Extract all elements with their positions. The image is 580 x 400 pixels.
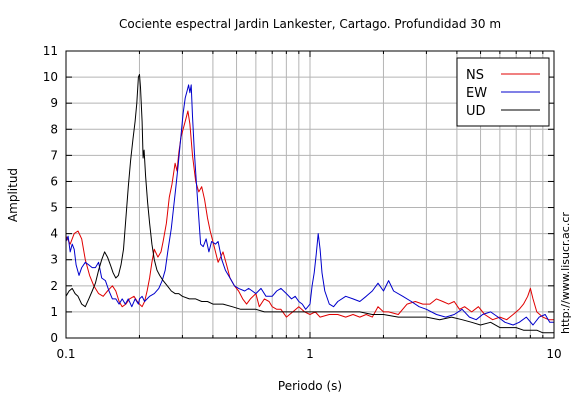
y-tick-label: 5 xyxy=(50,201,58,215)
series-line-ns xyxy=(65,110,554,321)
credit-url: http://www.lisucr.ac.cr xyxy=(559,212,572,334)
legend-label-ns: NS xyxy=(466,68,484,83)
x-tick-label: 0.1 xyxy=(56,347,75,361)
axis-ticks: 0.1 1 10 0 1 2 3 4 5 6 7 8 9 10 11 xyxy=(43,44,562,361)
y-tick-label: 0 xyxy=(50,331,58,345)
x-axis-label: Periodo (s) xyxy=(278,379,342,393)
y-tick-label: 8 xyxy=(50,122,58,136)
y-tick-label: 6 xyxy=(50,174,58,188)
legend-label-ew: EW xyxy=(466,86,487,101)
series-layer xyxy=(65,74,554,334)
y-tick-label: 9 xyxy=(50,96,58,110)
y-tick-label: 1 xyxy=(50,305,58,319)
series-line-ud xyxy=(65,74,554,334)
y-tick-label: 4 xyxy=(50,227,58,241)
legend: NS EW UD xyxy=(456,57,550,127)
y-tick-label: 2 xyxy=(50,279,58,293)
x-tick-label: 10 xyxy=(546,347,561,361)
series-line-ew xyxy=(65,84,554,326)
y-tick-label: 3 xyxy=(50,253,58,267)
y-tick-label: 7 xyxy=(50,148,58,162)
chart-title: Cociente espectral Jardin Lankester, Car… xyxy=(119,17,501,31)
y-tick-label: 10 xyxy=(43,70,58,84)
x-tick-label: 1 xyxy=(306,347,314,361)
y-tick-label: 11 xyxy=(43,44,58,58)
y-axis-label: Amplitud xyxy=(6,168,20,222)
legend-label-ud: UD xyxy=(466,104,486,119)
